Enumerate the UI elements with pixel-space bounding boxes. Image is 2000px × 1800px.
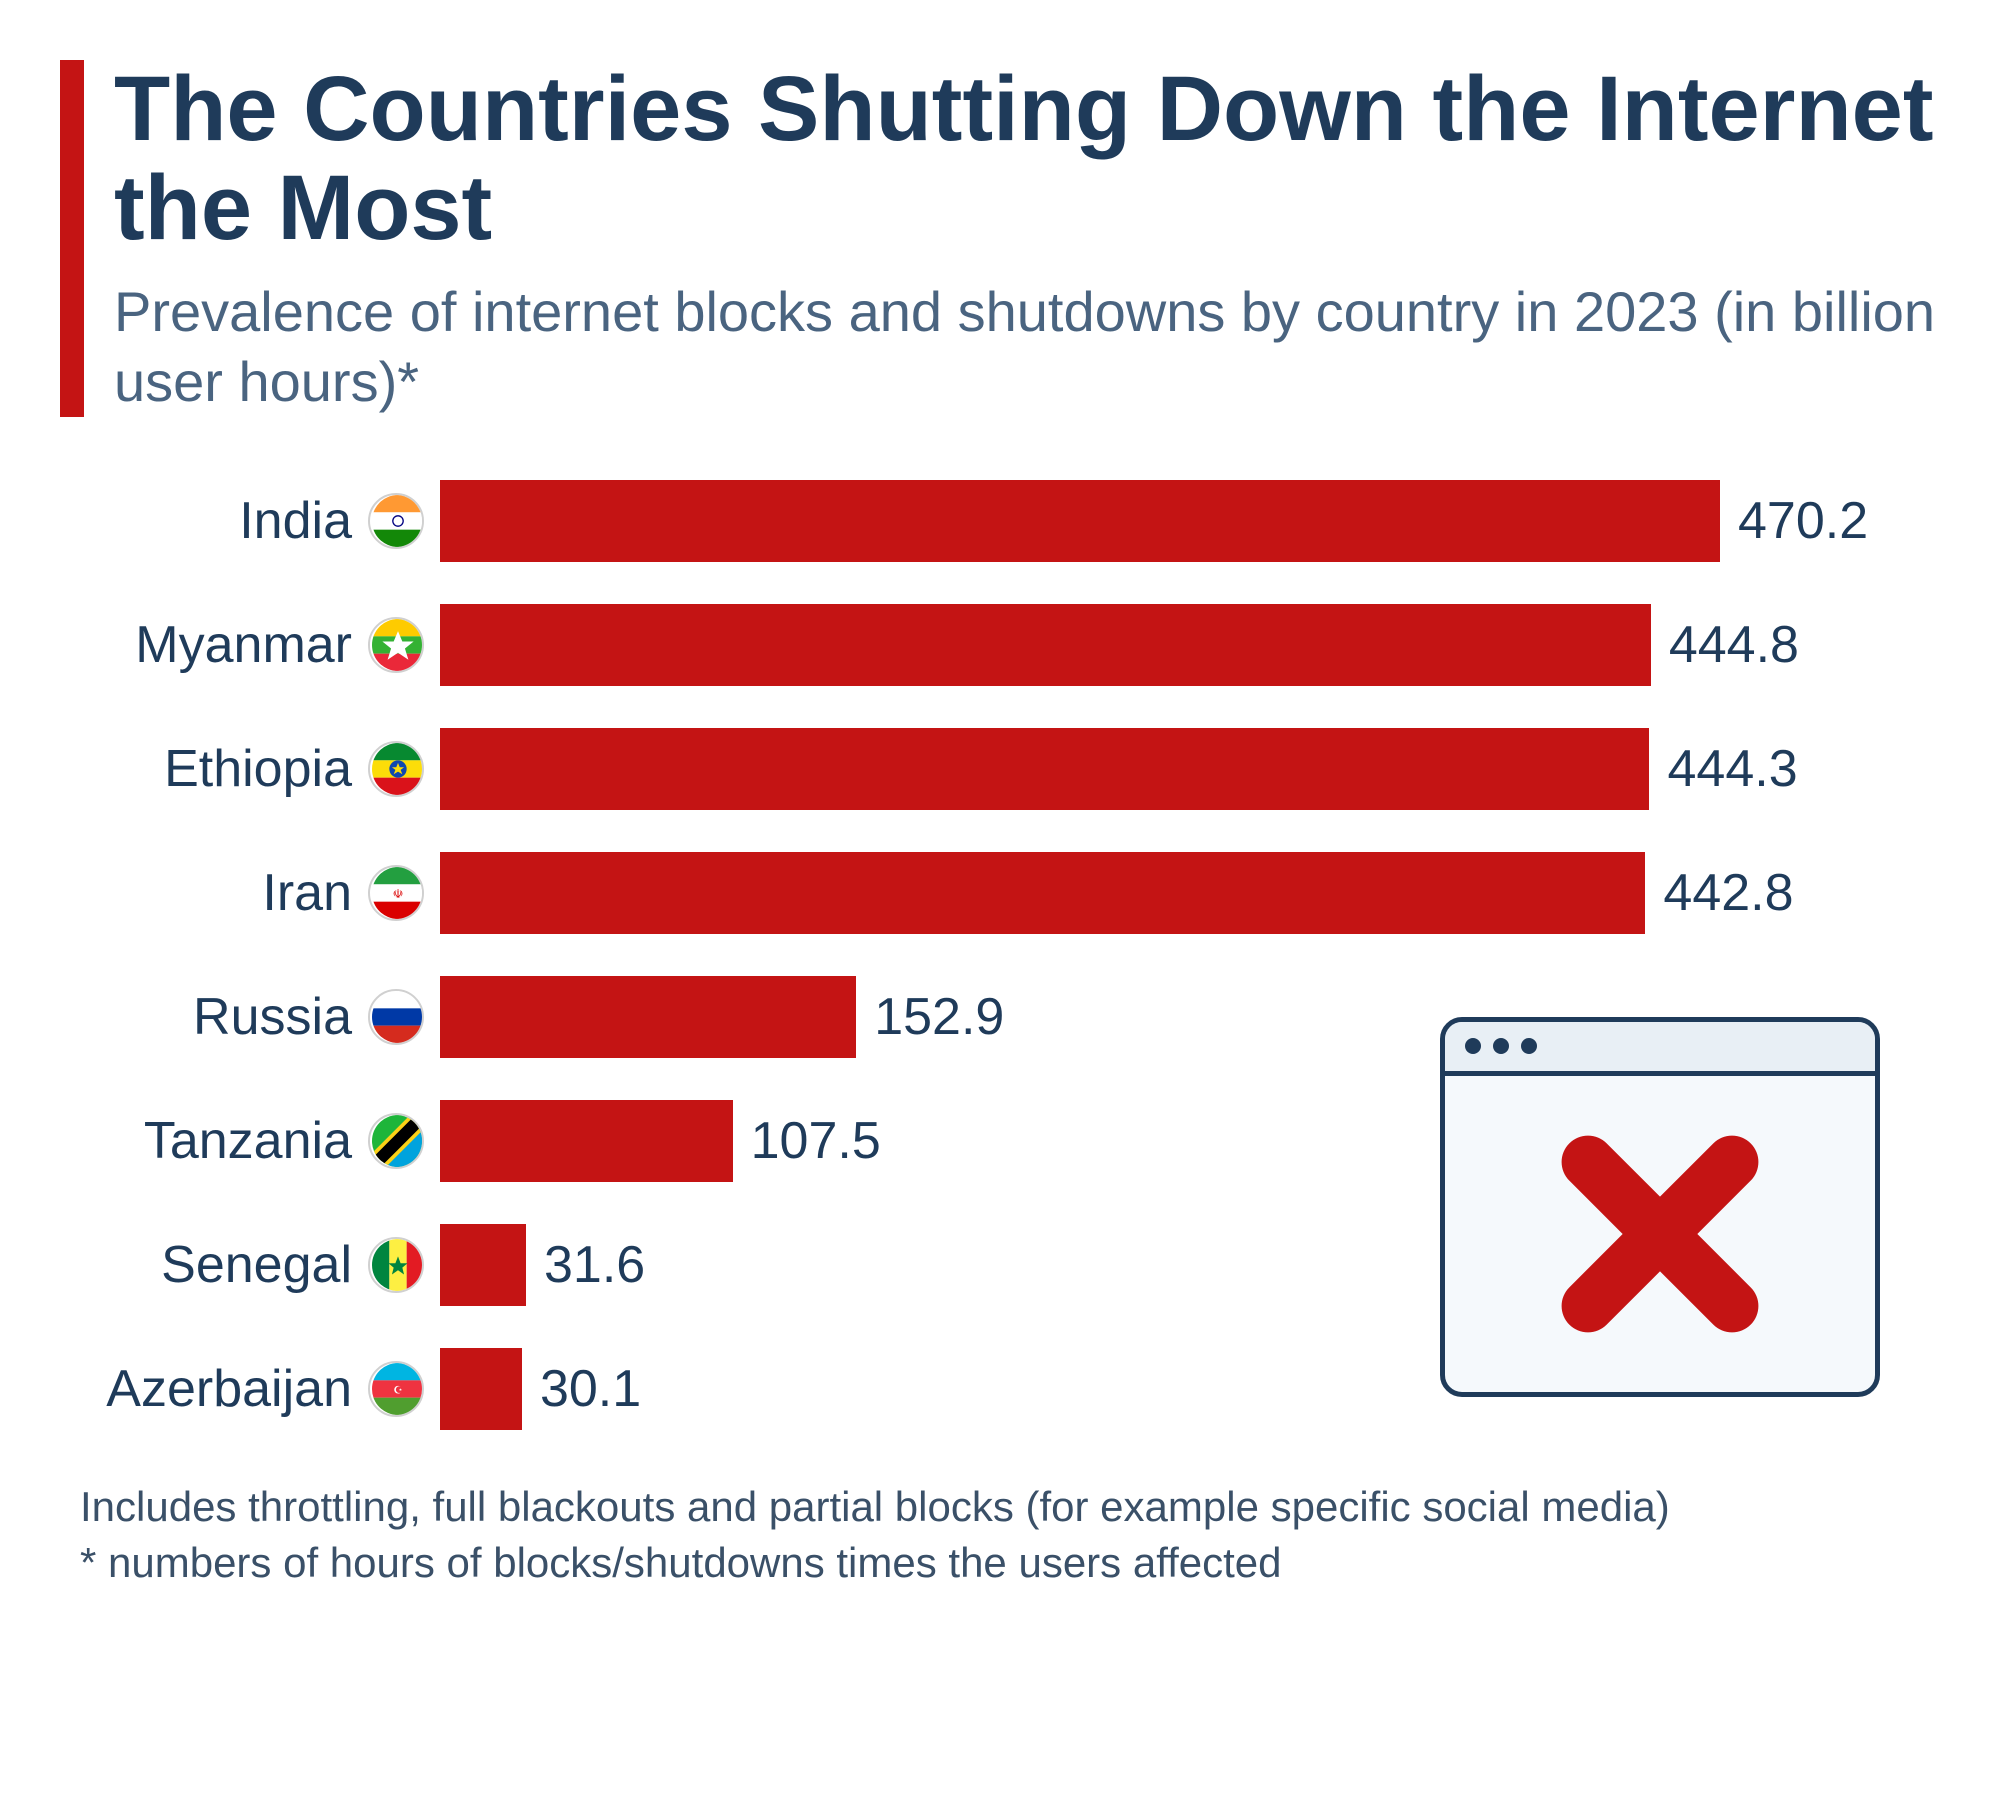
label-column: Senegal [80,1235,440,1295]
bar [440,1348,522,1430]
bar [440,976,856,1058]
country-label: Tanzania [144,1111,352,1171]
chart-row: Ethiopia 444.3 [80,715,1900,823]
bar [440,728,1649,810]
ethiopia-flag-icon [368,741,424,797]
footnote-line: * numbers of hours of blocks/shutdowns t… [80,1535,1940,1592]
label-column: Azerbaijan ☪ [80,1359,440,1419]
svg-text:☪: ☪ [393,1385,402,1396]
chart-row: Myanmar 444.8 [80,591,1900,699]
bar-chart: India 470.2 Myanmar 444.8 Ethiopia 444.3 Iran ☫… [60,467,1940,1443]
bar-value: 442.8 [1663,863,1793,923]
bar-column: 444.8 [440,604,1900,686]
label-column: Ethiopia [80,739,440,799]
bar [440,852,1645,934]
senegal-flag-icon [368,1237,424,1293]
myanmar-flag-icon [368,617,424,673]
russia-flag-icon [368,989,424,1045]
browser-window-icon [1440,1017,1880,1397]
bar-value: 30.1 [540,1359,641,1419]
bar-value: 444.8 [1669,615,1799,675]
country-label: Azerbaijan [106,1359,352,1419]
footnote-line: Includes throttling, full blackouts and … [80,1479,1940,1536]
country-label: Myanmar [135,615,352,675]
iran-flag-icon: ☫ [368,865,424,921]
bar-value: 444.3 [1667,739,1797,799]
page-subtitle: Prevalence of internet blocks and shutdo… [114,277,1940,417]
country-label: Russia [193,987,352,1047]
header: The Countries Shutting Down the Internet… [60,60,1940,417]
bar-value: 31.6 [544,1235,645,1295]
bar-column: 470.2 [440,480,1900,562]
browser-dot-icon [1465,1038,1481,1054]
browser-dot-icon [1521,1038,1537,1054]
bar-value: 470.2 [1738,491,1868,551]
browser-body [1445,1076,1875,1392]
label-column: Myanmar [80,615,440,675]
country-label: Ethiopia [164,739,352,799]
bar [440,480,1720,562]
browser-dot-icon [1493,1038,1509,1054]
header-accent-bar [60,60,84,417]
bar-value: 152.9 [874,987,1004,1047]
azerbaijan-flag-icon: ☪ [368,1361,424,1417]
bar [440,604,1651,686]
label-column: Iran ☫ [80,863,440,923]
india-flag-icon [368,493,424,549]
x-mark-icon [1540,1114,1780,1354]
bar-column: 444.3 [440,728,1900,810]
bar [440,1224,526,1306]
country-label: India [239,491,352,551]
header-text: The Countries Shutting Down the Internet… [114,60,1940,417]
blocked-browser-icon [1440,1017,1880,1397]
bar-column: 442.8 [440,852,1900,934]
bar [440,1100,733,1182]
tanzania-flag-icon [368,1113,424,1169]
browser-titlebar [1445,1022,1875,1076]
bar-value: 107.5 [751,1111,881,1171]
label-column: Tanzania [80,1111,440,1171]
country-label: Iran [262,863,352,923]
label-column: India [80,491,440,551]
chart-row: India 470.2 [80,467,1900,575]
chart-row: Iran ☫ 442.8 [80,839,1900,947]
footnote: Includes throttling, full blackouts and … [60,1479,1940,1592]
svg-text:☫: ☫ [393,887,404,901]
country-label: Senegal [161,1235,352,1295]
page-title: The Countries Shutting Down the Internet… [114,60,1940,259]
label-column: Russia [80,987,440,1047]
